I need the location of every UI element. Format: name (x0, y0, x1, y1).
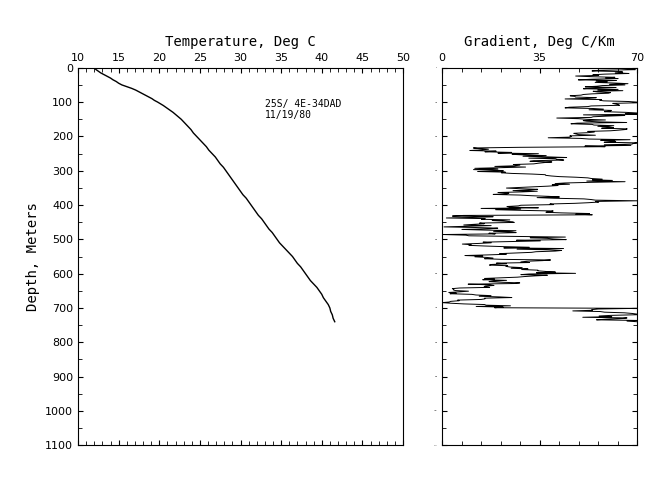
X-axis label: Temperature, Deg C: Temperature, Deg C (165, 35, 316, 49)
X-axis label: Gradient, Deg C/Km: Gradient, Deg C/Km (464, 35, 615, 49)
Y-axis label: Depth, Meters: Depth, Meters (25, 202, 40, 311)
Text: 25S/ 4E-34DAD
11/19/80: 25S/ 4E-34DAD 11/19/80 (265, 99, 341, 120)
